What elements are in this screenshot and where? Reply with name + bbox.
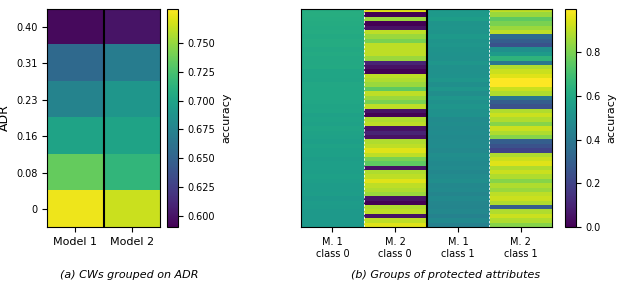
- Text: (a) CWs grouped on ADR: (a) CWs grouped on ADR: [60, 270, 198, 280]
- Y-axis label: ADR: ADR: [0, 105, 11, 131]
- Text: (b) Groups of protected attributes: (b) Groups of protected attributes: [351, 270, 540, 280]
- Y-axis label: accuracy: accuracy: [221, 93, 231, 143]
- Y-axis label: accuracy: accuracy: [606, 93, 616, 143]
